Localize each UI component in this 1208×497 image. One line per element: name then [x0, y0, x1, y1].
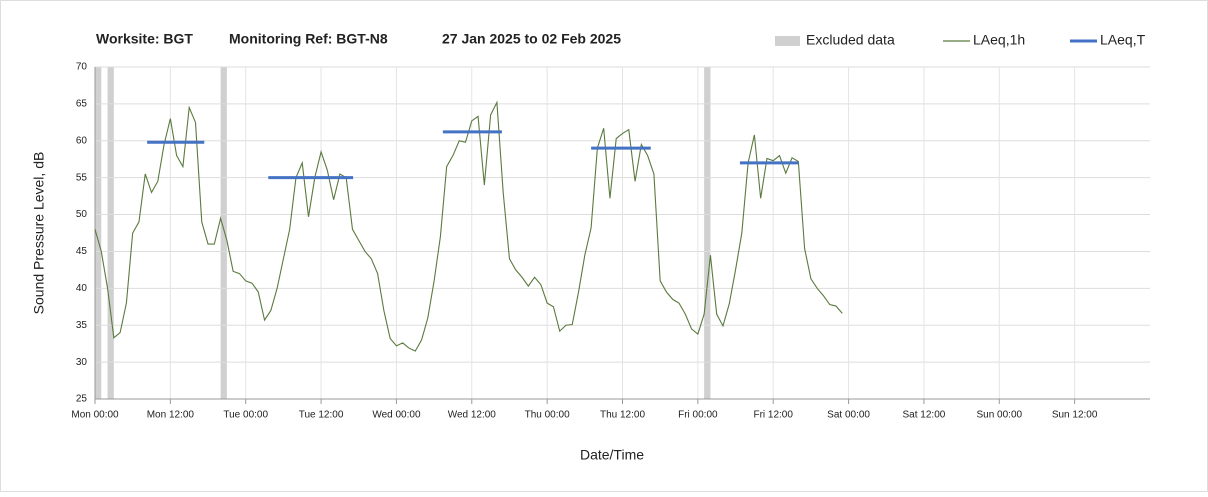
x-tick-label: Sat 12:00	[903, 410, 946, 421]
legend-swatch	[775, 36, 800, 46]
title: Monitoring Ref: BGT-N8	[229, 31, 388, 47]
x-tick-label: Mon 12:00	[147, 410, 195, 421]
y-tick-label: 45	[76, 246, 88, 257]
x-tick-label: Thu 00:00	[525, 410, 570, 421]
y-tick-label: 25	[76, 394, 88, 405]
x-tick-label: Sun 12:00	[1052, 410, 1098, 421]
x-tick-label: Tue 00:00	[223, 410, 268, 421]
legend-label: LAeq,T	[1100, 32, 1146, 48]
y-tick-label: 65	[76, 99, 88, 110]
x-tick-label: Fri 00:00	[678, 410, 718, 421]
y-tick-label: 55	[76, 172, 88, 183]
x-tick-label: Tue 12:00	[299, 410, 344, 421]
excluded-band	[95, 67, 102, 399]
x-tick-label: Thu 12:00	[600, 410, 645, 421]
y-tick-label: 35	[76, 320, 88, 331]
excluded-band	[220, 67, 227, 399]
y-tick-label: 70	[76, 62, 88, 73]
y-tick-label: 40	[76, 283, 88, 294]
legend-label: LAeq,1h	[973, 32, 1025, 48]
x-tick-label: Sun 00:00	[976, 410, 1022, 421]
y-tick-label: 50	[76, 209, 88, 220]
excluded-band	[107, 67, 114, 399]
legend-label: Excluded data	[806, 32, 895, 48]
x-tick-label: Sat 00:00	[827, 410, 870, 421]
excluded-band	[704, 67, 711, 399]
y-tick-label: 30	[76, 357, 88, 368]
title: Worksite: BGT	[96, 31, 193, 47]
y-tick-label: 60	[76, 135, 88, 146]
x-tick-label: Wed 12:00	[448, 410, 497, 421]
line-series	[94, 100, 843, 352]
title: 27 Jan 2025 to 02 Feb 2025	[442, 31, 621, 47]
x-tick-label: Mon 00:00	[71, 410, 119, 421]
x-tick-label: Fri 12:00	[753, 410, 793, 421]
x-axis-label: Date/Time	[580, 447, 644, 463]
y-axis-label: Sound Pressure Level, dB	[31, 152, 47, 315]
x-tick-label: Wed 00:00	[372, 410, 421, 421]
